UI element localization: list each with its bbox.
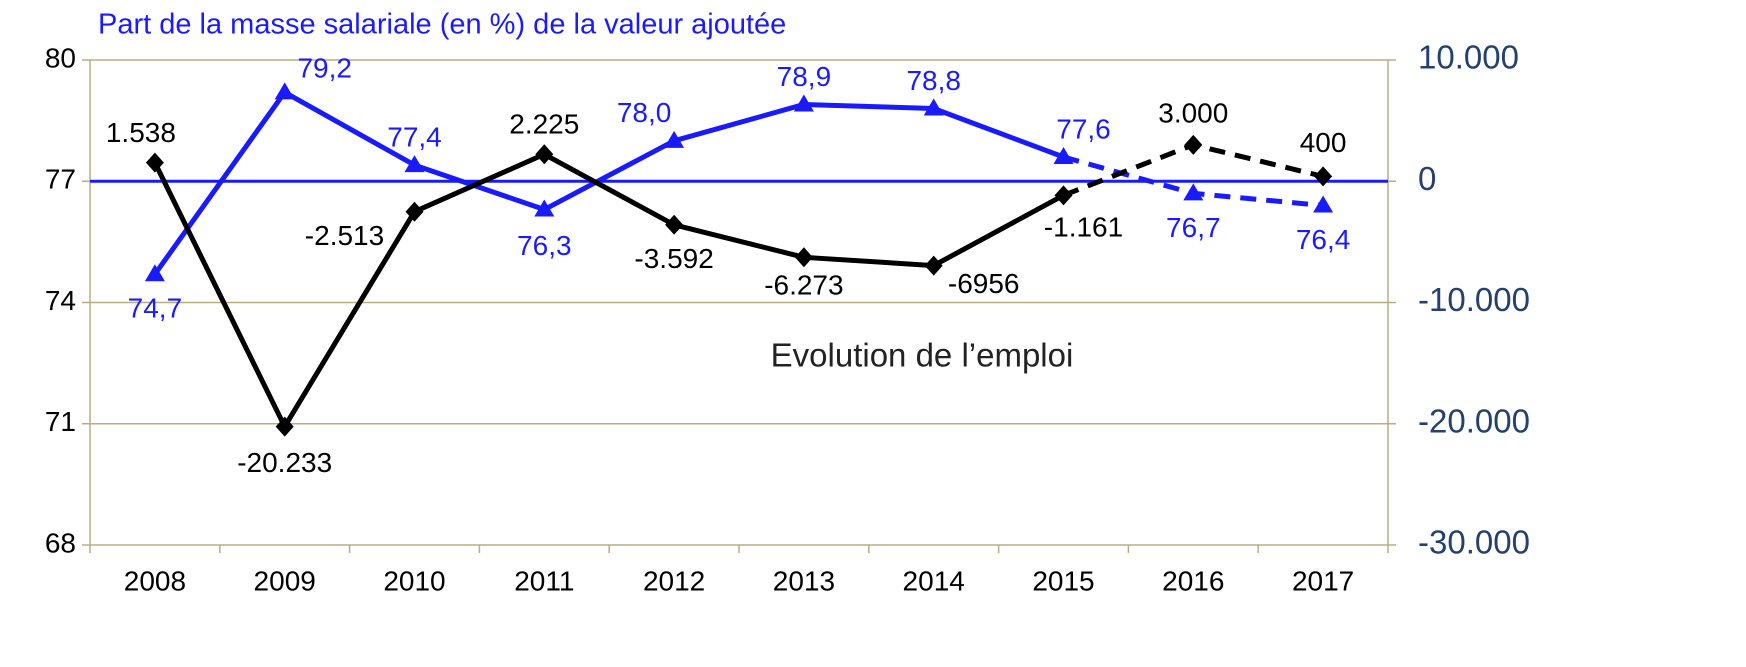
marker [794,247,813,268]
series-0-title: Part de la masse salariale (en %) de la … [98,9,786,41]
marker [274,82,295,100]
marker [144,264,165,282]
data-label: 3.000 [1158,97,1228,128]
x-tick-label: 2009 [254,565,316,596]
data-label: 78,9 [777,61,832,92]
data-label: 77,4 [387,121,442,152]
x-tick-label: 2015 [1032,565,1094,596]
x-tick-label: 2011 [514,565,574,596]
y-tick-label: 77 [45,164,76,195]
marker [145,152,164,173]
marker [1313,195,1334,213]
y-tick-label: 74 [45,285,76,316]
y-tick-label: 71 [45,406,76,437]
data-label: -20.233 [237,447,332,478]
marker [1314,166,1333,187]
x-tick-label: 2012 [643,565,705,596]
data-label: 78,8 [906,65,961,96]
x-tick-label: 2013 [773,565,835,596]
data-label: -1.161 [1044,212,1123,243]
y2-tick-label: -20.000 [1418,402,1530,439]
marker [275,416,294,437]
data-label: 76,7 [1166,212,1221,243]
data-label: 74,7 [128,293,183,324]
marker [405,201,424,222]
marker [664,130,685,148]
marker [793,94,814,112]
y-tick-label: 80 [45,42,76,73]
data-label: 1.538 [106,117,176,148]
data-label: 2.225 [509,109,579,140]
series-line [152,89,1065,276]
x-tick-label: 2016 [1162,565,1224,596]
data-label: 76,3 [517,230,572,261]
marker [1053,147,1074,164]
marker [924,255,943,276]
x-tick-label: 2017 [1292,565,1354,596]
y2-tick-label: 0 [1418,160,1436,197]
data-label: 76,4 [1296,224,1351,255]
marker [1183,183,1204,201]
data-label: -3.592 [634,243,713,274]
series-1-title: Evolution de l’emploi [771,337,1074,374]
marker [1184,134,1203,155]
y2-tick-label: -30.000 [1418,524,1530,561]
marker [404,155,425,173]
marker [1054,185,1073,206]
data-label: 79,2 [297,53,352,84]
data-label: 77,6 [1056,113,1111,144]
x-tick-label: 2008 [124,565,186,596]
y-tick-label: 68 [45,527,76,558]
data-label: 78,0 [617,97,672,128]
x-tick-label: 2014 [903,565,965,596]
data-label: -6956 [948,268,1020,299]
marker [534,199,555,217]
x-tick-label: 2010 [383,565,445,596]
marker [535,144,554,165]
data-label: -6.273 [764,270,843,301]
marker [665,214,684,235]
series-line [152,151,1065,430]
data-label: -2.513 [305,220,384,251]
y2-tick-label: 10.000 [1418,39,1519,76]
data-label: 400 [1300,127,1347,158]
marker [923,98,944,116]
y2-tick-label: -10.000 [1418,281,1530,318]
